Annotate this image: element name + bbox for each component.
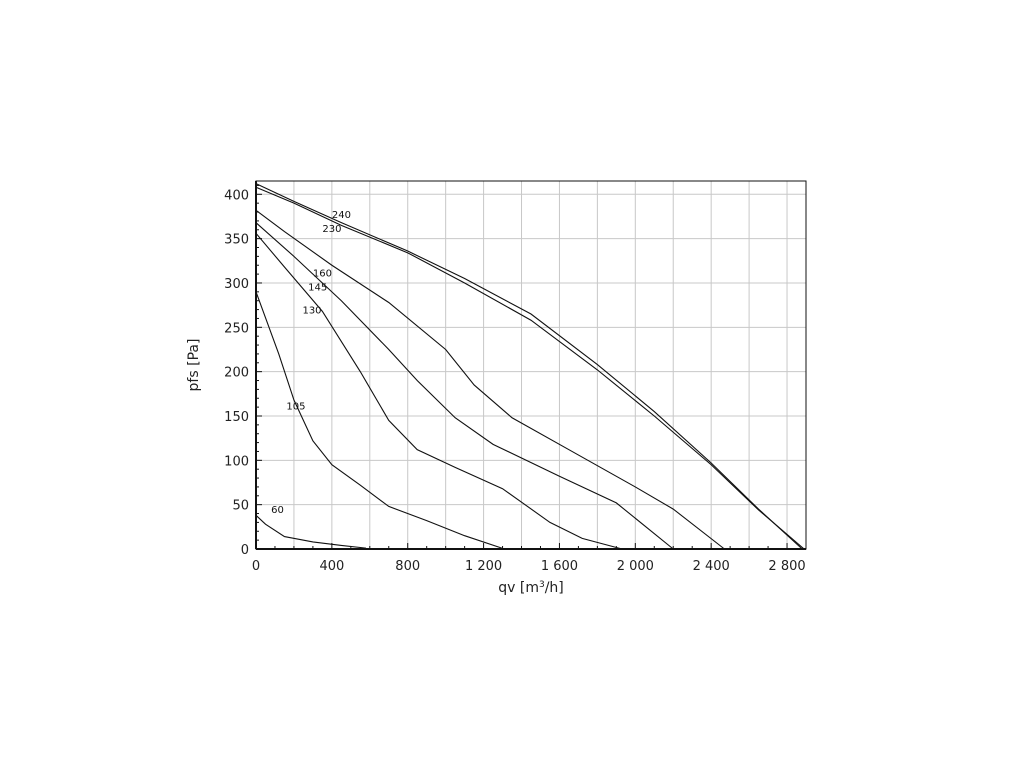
plot-frame [255, 180, 807, 550]
curve-145 [255, 222, 674, 550]
y-tick-label: 100 [224, 454, 249, 469]
x-tick-label: 800 [395, 559, 420, 574]
x-tick-label: 2 800 [768, 559, 805, 574]
curve-labels: 240 230 160 145 130 105 60 [271, 210, 351, 516]
grid [256, 181, 806, 549]
y-tick-label: 150 [224, 410, 249, 425]
y-tick-label: 300 [224, 277, 249, 292]
y-tick-label: 200 [224, 366, 249, 381]
y-tick-label: 0 [241, 543, 249, 558]
x-tick-label: 1 200 [465, 559, 502, 574]
curve-230 [255, 186, 805, 550]
curve-label-230: 230 [322, 224, 341, 235]
curve-label-105: 105 [286, 401, 305, 412]
x-tick-label: 400 [319, 559, 344, 574]
curve-160 [255, 209, 725, 550]
curve-label-145: 145 [308, 283, 327, 294]
curve-label-60: 60 [271, 505, 284, 516]
y-axis-label: pfs [Pa] [186, 339, 202, 392]
x-tick-label: 2 400 [693, 559, 730, 574]
y-tick-label: 350 [224, 233, 249, 248]
curve-240 [255, 183, 803, 550]
curve-60 [255, 514, 367, 549]
x-tick-label: 2 000 [617, 559, 654, 574]
curve-label-130: 130 [302, 306, 321, 317]
x-axis-label: qv [m3/h] [498, 580, 564, 596]
y-tick-label: 400 [224, 188, 249, 203]
y-tick-label: 250 [224, 321, 249, 336]
x-tick-label: 0 [252, 559, 260, 574]
curves [255, 183, 805, 550]
curve-label-240: 240 [332, 210, 351, 221]
axes: 0 400 800 1 200 1 600 2 000 2 400 2 800 0 50 100 15… [224, 181, 807, 574]
curve-130 [255, 232, 623, 550]
curve-105 [255, 291, 505, 550]
curve-label-160: 160 [313, 268, 332, 279]
y-tick-label: 50 [232, 499, 249, 514]
x-tick-label: 1 600 [541, 559, 578, 574]
